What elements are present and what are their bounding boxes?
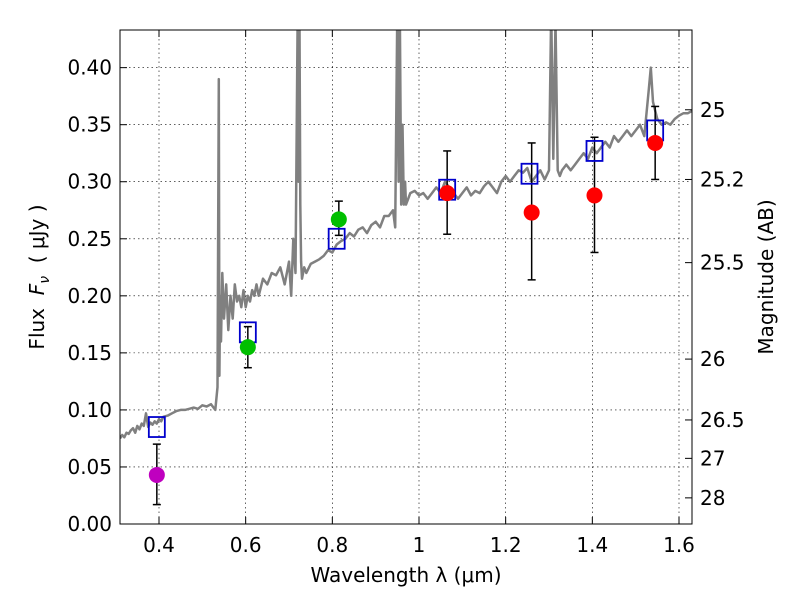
y-tick-labels: 0.00 0.05 0.10 0.15 0.20 0.25 0.30 0.35 0.40	[67, 56, 112, 536]
observed-point	[439, 185, 456, 202]
model-photometry-square	[147, 416, 166, 438]
model-spectrum-line	[120, 30, 692, 440]
right-axis-label: Magnitude (AB)	[754, 199, 778, 354]
x-tick-label: 0.6	[230, 533, 262, 557]
right-tick-label: 25	[700, 98, 725, 122]
model-photometry-square	[327, 227, 346, 250]
x-tick-label: 0.8	[316, 533, 348, 557]
observed-point	[523, 204, 540, 221]
y-tick-label: 0.00	[67, 512, 112, 536]
y-tick-label: 0.10	[67, 398, 112, 422]
x-tick-label: 1.6	[663, 533, 695, 557]
y-axis-label: Flux Fν ( μJy )	[25, 204, 53, 349]
right-tick-label: 26.5	[700, 408, 745, 432]
right-tick-label: 26	[700, 347, 725, 371]
y-tick-label: 0.35	[67, 113, 112, 137]
model-photometry-square	[585, 140, 604, 162]
y-tick-label: 0.05	[67, 455, 112, 479]
y-tick-label: 0.40	[67, 56, 112, 80]
observed-point	[586, 187, 603, 204]
axis-ticks	[120, 30, 692, 525]
y-tick-label: 0.15	[67, 341, 112, 365]
right-tick-label: 27	[700, 446, 725, 470]
plot-area	[120, 30, 692, 506]
model-photometry-square	[520, 162, 539, 185]
right-tick-label: 25.5	[700, 251, 745, 275]
data-marks	[147, 105, 665, 506]
y-tick-label: 0.30	[67, 170, 112, 194]
x-tick-label: 1	[413, 533, 426, 557]
y-tick-label: 0.25	[67, 227, 112, 251]
x-tick-label: 0.4	[143, 533, 175, 557]
observed-point	[330, 211, 347, 228]
plot-frame	[119, 29, 693, 525]
observed-point	[647, 134, 664, 151]
observed-point	[239, 339, 256, 356]
right-tick-label: 28	[700, 486, 725, 510]
x-axis-label: Wavelength λ (μm)	[310, 563, 501, 587]
x-tick-labels: 0.4 0.6 0.8 1 1.2 1.4 1.6	[143, 533, 695, 557]
x-tick-label: 1.4	[576, 533, 608, 557]
y-tick-label: 0.20	[67, 284, 112, 308]
right-tick-label: 25.2	[700, 167, 745, 191]
grid	[120, 30, 692, 525]
x-tick-label: 1.2	[490, 533, 522, 557]
observed-point	[148, 466, 165, 483]
right-tick-labels: 25 25.2 25.5 26 26.5 27 28	[700, 98, 745, 510]
